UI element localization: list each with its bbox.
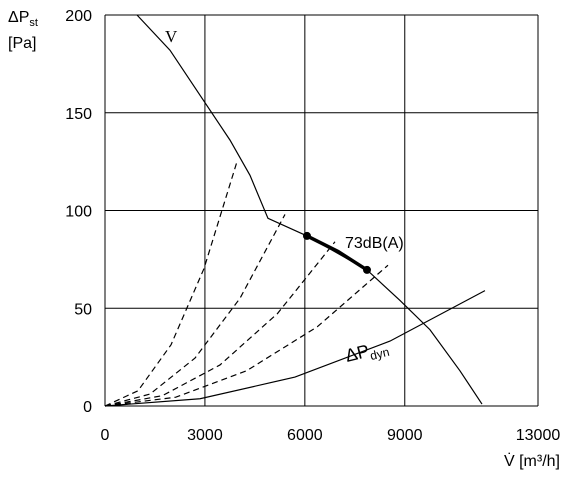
curve — [104, 161, 238, 407]
y-axis-title-sub: st — [29, 17, 38, 29]
x-tick-label: 13000 — [516, 427, 561, 444]
y-axis-title-main: ΔP — [8, 9, 29, 26]
curve-label-main: ΔP — [343, 341, 371, 366]
curve — [104, 264, 389, 407]
y-tick-label: 200 — [65, 8, 92, 25]
y-axis-unit: [Pa] — [8, 35, 36, 52]
y-axis-title: ΔPst — [8, 9, 38, 29]
curve — [104, 241, 336, 407]
y-tick-label: 50 — [74, 301, 92, 318]
curve-label: 73dB(A) — [345, 235, 404, 252]
operating-point — [362, 265, 371, 274]
x-tick-label: 9000 — [387, 427, 423, 444]
curve-label: V — [165, 27, 178, 46]
curve-label-sub: dyn — [369, 345, 391, 363]
x-tick-label: 3000 — [187, 427, 223, 444]
y-tick-label: 100 — [65, 204, 92, 221]
curve — [306, 234, 368, 272]
y-tick-label: 150 — [65, 106, 92, 123]
operating-point — [302, 231, 311, 240]
x-tick-label: 6000 — [287, 427, 323, 444]
x-tick-label: 0 — [101, 427, 110, 444]
curve — [104, 290, 486, 407]
y-tick-label: 0 — [83, 399, 92, 416]
curve-label: ΔPdyn — [343, 336, 391, 369]
curve — [104, 214, 286, 407]
curve — [136, 14, 483, 405]
x-axis-title: V̇ [m³/h] — [504, 452, 560, 470]
